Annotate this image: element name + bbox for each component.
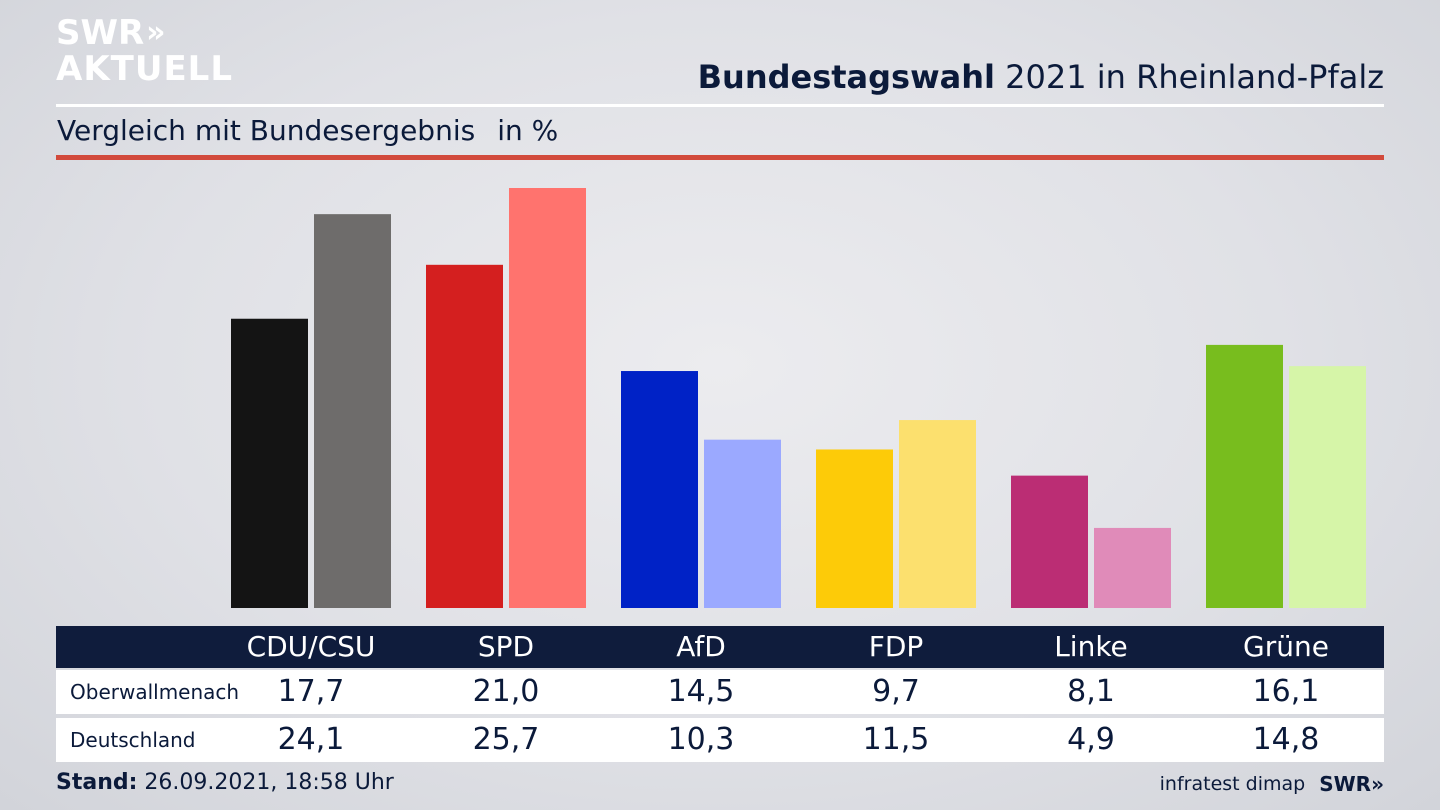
subtitle-text: Vergleich mit Bundesergebnis bbox=[57, 114, 476, 147]
table-value-cell: 11,5 bbox=[862, 722, 930, 757]
table-header-cell: Grüne bbox=[1243, 630, 1329, 663]
stand-label: Stand: bbox=[56, 770, 138, 795]
table-value-cell: 25,7 bbox=[472, 722, 540, 757]
source-text: infratest dimap bbox=[1159, 773, 1306, 795]
table-value-cell: 8,1 bbox=[1067, 674, 1115, 709]
table-header-cell: FDP bbox=[868, 630, 924, 663]
table-header-cell: AfD bbox=[676, 630, 726, 663]
table-value-cell: 17,7 bbox=[277, 674, 345, 709]
title-bold: Bundestagswahl bbox=[697, 58, 995, 96]
table-value-cell: 14,5 bbox=[667, 674, 735, 709]
bar-grüne-deutschland bbox=[1289, 366, 1366, 608]
bar-cdu-csu-oberwallmenach bbox=[231, 318, 308, 608]
table-row-deutschland: Deutschland 24,1 25,7 10,3 11,5 4,9 14,8 bbox=[56, 718, 1384, 762]
swr-aktuell-logo: SWR» AKTUELL bbox=[56, 16, 233, 86]
logo-aktuell-text: AKTUELL bbox=[56, 49, 234, 89]
bar-spd-deutschland bbox=[509, 188, 586, 608]
bar-fdp-oberwallmenach bbox=[816, 449, 893, 608]
bar-afd-oberwallmenach bbox=[621, 371, 698, 608]
bar-fdp-deutschland bbox=[899, 420, 976, 608]
timestamp: Stand: 26.09.2021, 18:58 Uhr bbox=[56, 770, 394, 795]
chart-subtitle: Vergleich mit Bundesergebnis in % bbox=[57, 114, 558, 147]
table-header-cell: Linke bbox=[1054, 630, 1128, 663]
bar-linke-oberwallmenach bbox=[1011, 475, 1088, 608]
row-label-oberwallmenach: Oberwallmenach bbox=[70, 680, 240, 704]
table-row-oberwallmenach: Oberwallmenach 17,7 21,0 14,5 9,7 8,1 16,1 bbox=[56, 670, 1384, 714]
table-value-cell: 21,0 bbox=[472, 674, 540, 709]
table-value-cell: 10,3 bbox=[667, 722, 735, 757]
table-header-cell: CDU/CSU bbox=[246, 630, 376, 663]
logo-swr-text: SWR bbox=[56, 13, 145, 53]
page-title: Bundestagswahl 2021 in Rheinland-Pfalz bbox=[698, 58, 1384, 96]
table-value-cell: 4,9 bbox=[1067, 722, 1115, 757]
table-value-cell: 16,1 bbox=[1252, 674, 1320, 709]
stand-value: 26.09.2021, 18:58 Uhr bbox=[137, 770, 394, 795]
bar-linke-deutschland bbox=[1094, 527, 1171, 608]
title-divider bbox=[56, 104, 1384, 107]
bar-spd-oberwallmenach bbox=[426, 264, 503, 608]
bar-afd-deutschland bbox=[704, 439, 781, 608]
table-value-cell: 9,7 bbox=[872, 674, 920, 709]
swr-small-logo: SWR» bbox=[1319, 772, 1384, 796]
bar-grüne-oberwallmenach bbox=[1206, 344, 1283, 608]
title-rest: 2021 in Rheinland-Pfalz bbox=[995, 58, 1384, 96]
table-value-cell: 24,1 bbox=[277, 722, 345, 757]
unit-label: in % bbox=[497, 114, 559, 147]
row-label-deutschland: Deutschland bbox=[70, 728, 196, 752]
bar-cdu-csu-deutschland bbox=[314, 214, 391, 608]
source-credit: infratest dimap SWR» bbox=[1160, 772, 1384, 796]
table-value-cell: 14,8 bbox=[1252, 722, 1320, 757]
table-header-cell: SPD bbox=[477, 630, 535, 663]
table-header-row: CDU/CSU SPD AfD FDP Linke Grüne bbox=[56, 626, 1384, 668]
subtitle-divider bbox=[56, 155, 1384, 160]
